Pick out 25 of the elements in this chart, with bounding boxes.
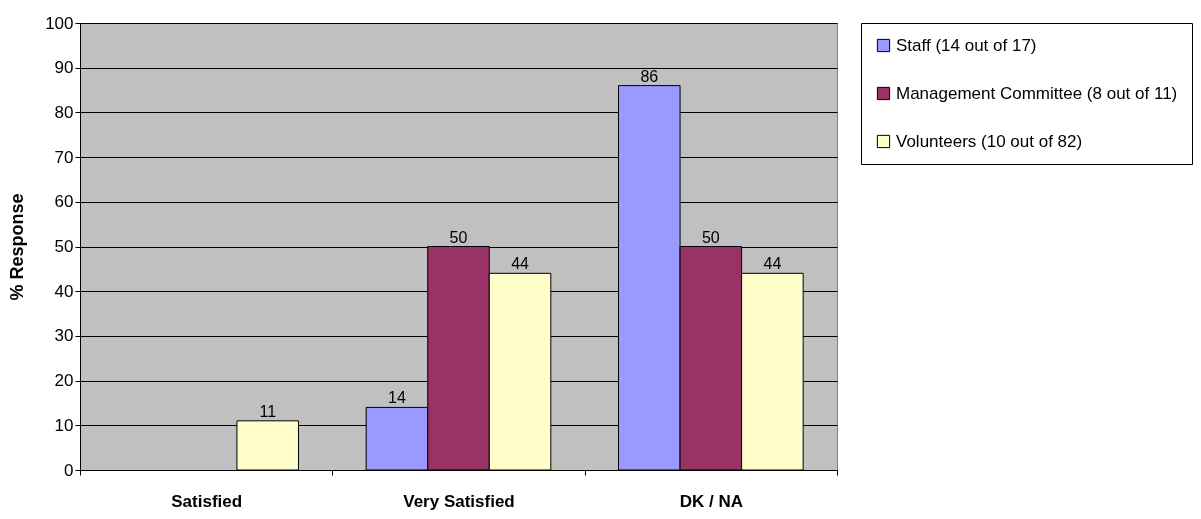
y-tick-label: 90 <box>54 58 74 78</box>
y-tick-label: 10 <box>54 415 74 435</box>
y-tick-label: 80 <box>54 102 74 122</box>
data-label: 50 <box>701 228 720 246</box>
legend-label: Volunteers (10 out of 82) <box>896 131 1083 151</box>
y-tick-label: 30 <box>54 326 74 346</box>
legend-label: Staff (14 out of 17) <box>896 35 1037 55</box>
y-tick-label: 40 <box>54 281 74 301</box>
y-tick-label: 100 <box>45 13 74 33</box>
legend-label: Management Committee (8 out of 11) <box>896 83 1178 103</box>
x-tick-label: Satisfied <box>171 491 243 511</box>
y-tick-label: 0 <box>64 460 74 480</box>
data-label: 86 <box>640 67 659 85</box>
data-label: 50 <box>449 228 468 246</box>
x-tick-label: DK / NA <box>679 491 743 511</box>
y-axis-title: % Response <box>7 193 28 301</box>
y-tick-label: 20 <box>54 371 74 391</box>
data-label: 44 <box>511 255 530 273</box>
data-label: 11 <box>259 402 277 420</box>
y-tick-label: 60 <box>54 192 74 212</box>
y-tick-label: 70 <box>54 147 74 167</box>
x-tick-label: Very Satisfied <box>403 491 515 511</box>
data-label: 14 <box>388 389 406 407</box>
y-tick-label: 50 <box>54 237 74 256</box>
data-label: 44 <box>763 255 782 273</box>
